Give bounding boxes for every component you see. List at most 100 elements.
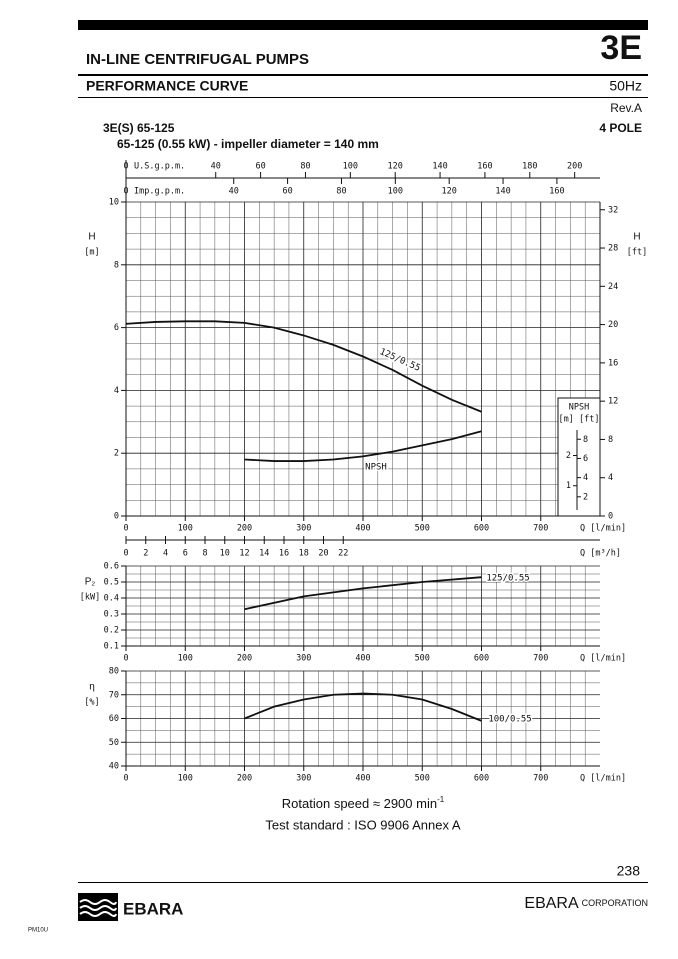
- x-tick-label: 300: [296, 654, 311, 664]
- flow-axis-tick-label: 20: [318, 549, 328, 559]
- y-axis-unit: [m]: [84, 248, 99, 258]
- npsh-ft-label: 2: [583, 492, 588, 502]
- y-axis-unit: [%]: [84, 698, 99, 708]
- x-tick-label: 300: [296, 774, 311, 784]
- x-tick-label: 100: [178, 524, 193, 534]
- top-axis-tick-label: 120: [388, 162, 403, 172]
- flow-axis-tick-label: 2: [143, 549, 148, 559]
- flow-axis-tick-label: 18: [299, 549, 309, 559]
- rotation-exponent: -1: [437, 795, 445, 804]
- y-tick-label: 0: [114, 512, 119, 522]
- npsh-m-label: 1: [566, 481, 571, 491]
- x-tick-label: 400: [355, 524, 370, 534]
- y2-axis-unit: [ft]: [627, 248, 647, 258]
- curve-label: 100/0.55: [488, 715, 531, 725]
- x-tick-label: 700: [533, 774, 548, 784]
- x-tick-label: 300: [296, 524, 311, 534]
- x-tick-label: 400: [355, 774, 370, 784]
- top-bar: [78, 20, 648, 30]
- logo-icon: [78, 893, 118, 921]
- flow-axis-label: Q [m³/h]: [580, 549, 621, 559]
- y-tick-label: 0.4: [104, 594, 119, 604]
- flow-axis-tick-label: 6: [183, 549, 188, 559]
- npsh-scale-title: NPSH: [569, 403, 589, 413]
- top-axis-tick-label: 180: [522, 162, 537, 172]
- top-axis-tick-label: 0: [123, 187, 128, 197]
- flow-axis-tick-label: 0: [123, 549, 128, 559]
- y2-tick-label: 16: [608, 358, 618, 368]
- x-axis-label: Q [l/min]: [580, 654, 626, 664]
- top-axis-tick-label: 200: [567, 162, 582, 172]
- curve: [244, 692, 482, 722]
- y2-tick-label: 0: [608, 512, 613, 522]
- x-tick-label: 500: [415, 524, 430, 534]
- x-tick-label: 0: [123, 654, 128, 664]
- y-tick-label: 80: [109, 667, 119, 677]
- curve: [125, 320, 482, 413]
- y-tick-label: 8: [114, 260, 119, 270]
- y2-tick-label: 24: [608, 282, 618, 292]
- x-tick-label: 200: [237, 774, 252, 784]
- y-tick-label: 40: [109, 762, 119, 772]
- y-tick-label: 70: [109, 690, 119, 700]
- description: 65-125 (0.55 kW) - impeller diameter = 1…: [117, 137, 379, 151]
- x-tick-label: 400: [355, 654, 370, 664]
- top-axis-tick-label: 60: [255, 162, 265, 172]
- top-axis-label: U.S.g.p.m.: [134, 162, 185, 172]
- doc-code: PM10U: [28, 928, 48, 934]
- x-tick-label: 100: [178, 774, 193, 784]
- y-tick-label: 50: [109, 738, 119, 748]
- npsh-ft-label: 8: [583, 435, 588, 445]
- x-axis-label: Q [l/min]: [580, 774, 626, 784]
- y-tick-label: 0.1: [104, 642, 119, 652]
- top-axis-tick-label: 140: [495, 187, 510, 197]
- flow-axis-tick-label: 8: [202, 549, 207, 559]
- flow-axis-tick-label: 22: [338, 549, 348, 559]
- company-name: EBARA: [524, 895, 579, 912]
- npsh-m-label: 2: [566, 451, 571, 461]
- top-axis-tick-label: 60: [282, 187, 292, 197]
- x-tick-label: 600: [474, 654, 489, 664]
- y2-axis-label: H: [633, 232, 640, 243]
- logo-text: EBARA: [123, 899, 183, 918]
- y-tick-label: 6: [114, 323, 119, 333]
- y2-tick-label: 8: [608, 435, 613, 445]
- y2-tick-label: 28: [608, 244, 618, 254]
- model: 3E(S) 65-125: [103, 121, 175, 135]
- rotation-speed: Rotation speed ≈ 2900 min-1: [282, 795, 445, 811]
- company-suffix: CORPORATION: [582, 898, 648, 908]
- x-tick-label: 100: [178, 654, 193, 664]
- y-axis-label: η: [89, 682, 95, 693]
- x-tick-label: 0: [123, 774, 128, 784]
- top-axis-tick-label: 120: [442, 187, 457, 197]
- frequency: 50Hz: [609, 78, 642, 94]
- top-axis-tick-label: 100: [388, 187, 403, 197]
- y-tick-label: 0.6: [104, 562, 119, 572]
- npsh-ft-label: 6: [583, 454, 588, 464]
- top-axis-tick-label: 40: [211, 162, 221, 172]
- x-tick-label: 700: [533, 524, 548, 534]
- flow-axis-tick-label: 14: [259, 549, 269, 559]
- curve-label: NPSH: [365, 463, 387, 473]
- x-tick-label: 500: [415, 654, 430, 664]
- x-tick-label: 200: [237, 524, 252, 534]
- y2-tick-label: 12: [608, 397, 618, 407]
- y2-tick-label: 32: [608, 205, 618, 215]
- curve: [244, 576, 482, 611]
- x-tick-label: 500: [415, 774, 430, 784]
- y2-tick-label: 20: [608, 320, 618, 330]
- top-axis-tick-label: 80: [336, 187, 346, 197]
- top-axis-tick-label: 40: [229, 187, 239, 197]
- y-tick-label: 4: [114, 386, 119, 396]
- rotation-text: Rotation speed ≈ 2900 min: [282, 796, 437, 811]
- rule: [78, 97, 648, 98]
- subtitle: PERFORMANCE CURVE: [86, 78, 248, 94]
- x-tick-label: 700: [533, 654, 548, 664]
- npsh-scale-units: [m] [ft]: [559, 415, 600, 425]
- x-axis-label: Q [l/min]: [580, 524, 626, 534]
- series-code: 3E: [600, 29, 642, 67]
- top-axis-tick-label: 160: [549, 187, 564, 197]
- y-tick-label: 0.3: [104, 610, 119, 620]
- title: IN-LINE CENTRIFUGAL PUMPS: [86, 51, 309, 68]
